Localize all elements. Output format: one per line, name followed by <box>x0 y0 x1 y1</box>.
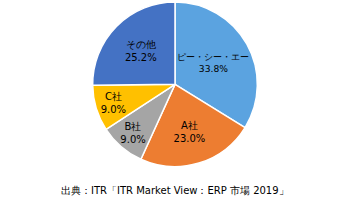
svg-text:ピー・シー・エー33.8%: ピー・シー・エー33.8% <box>177 51 249 74</box>
svg-text:その他25.2%: その他25.2% <box>125 39 157 63</box>
svg-text:B社9.0%: B社9.0% <box>120 121 145 145</box>
svg-text:出典：ITR「ITR Market View：ERP 市場: 出典：ITR「ITR Market View：ERP 市場 2019」 <box>61 185 289 196</box>
svg-text:C社9.0%: C社9.0% <box>101 91 126 115</box>
svg-text:A社23.0%: A社23.0% <box>174 120 206 144</box>
